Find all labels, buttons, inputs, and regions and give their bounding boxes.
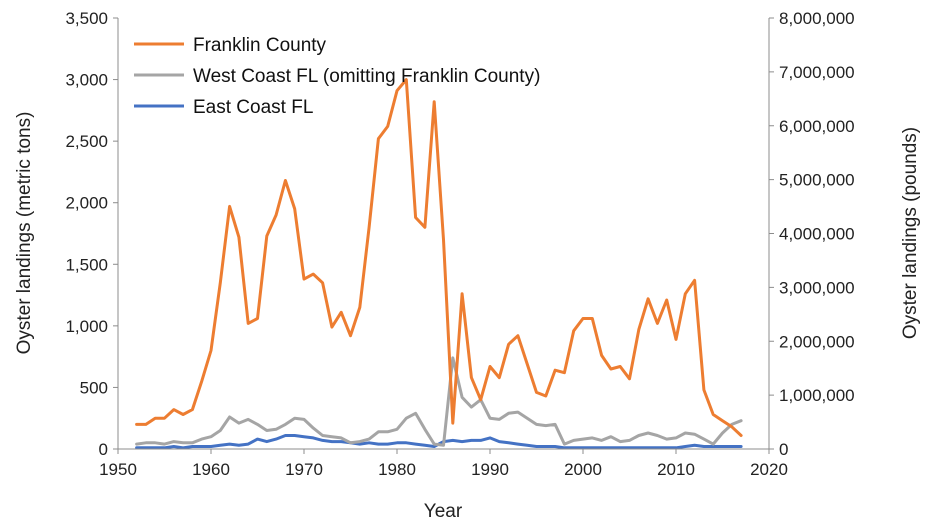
- legend-label-franklin-county: Franklin County: [193, 35, 327, 56]
- series-line-franklin-county: [135, 78, 743, 437]
- y-left-tick-label: 1,500: [65, 255, 108, 274]
- y-left-tick-label: 500: [80, 378, 108, 397]
- legend-label-west-coast-fl: West Coast FL (omitting Franklin County): [193, 66, 540, 87]
- x-tick-label: 1960: [192, 460, 230, 479]
- y-left-tick-label: 1,000: [65, 317, 108, 336]
- y-left-tick-label: 3,000: [65, 71, 108, 90]
- x-ticks: 1950 1960 1970 1980 1990 2000 2010 2020: [99, 449, 788, 479]
- y-right-tick-label: 0: [779, 440, 788, 459]
- legend: Franklin County West Coast FL (omitting …: [134, 35, 540, 118]
- series-layer: [135, 78, 743, 450]
- x-tick-label: 2010: [657, 460, 695, 479]
- legend-item-franklin-county: Franklin County: [134, 35, 327, 56]
- x-tick-label: 1980: [378, 460, 416, 479]
- y-right-tick-label: 2,000,000: [779, 332, 855, 351]
- y-right-tick-label: 4,000,000: [779, 225, 855, 244]
- y-left-tick-label: 0: [99, 440, 108, 459]
- y-right-axis-title: Oyster landings (pounds): [900, 127, 921, 339]
- y-right-tick-label: 6,000,000: [779, 117, 855, 136]
- y-left-axis-title: Oyster landings (metric tons): [14, 112, 35, 355]
- x-tick-label: 1990: [471, 460, 509, 479]
- legend-label-east-coast-fl: East Coast FL: [193, 97, 313, 118]
- y-right-tick-label: 7,000,000: [779, 63, 855, 82]
- series-line-west-coast-fl-omitting-franklin-county: [135, 356, 743, 447]
- y-left-tick-label: 2,000: [65, 194, 108, 213]
- legend-item-east-coast-fl: East Coast FL: [134, 97, 313, 118]
- y-right-ticks: 0 1,000,000 2,000,000 3,000,000 4,000,000 5,0…: [769, 9, 855, 459]
- x-axis-title: Year: [424, 501, 463, 522]
- y-left-ticks: 0 500 1,000 1,500 2,000 2,500 3,000 3,500: [65, 9, 118, 459]
- x-tick-label: 2020: [750, 460, 788, 479]
- x-tick-label: 1950: [99, 460, 137, 479]
- y-right-tick-label: 8,000,000: [779, 9, 855, 28]
- x-tick-label: 2000: [564, 460, 602, 479]
- y-right-tick-label: 3,000,000: [779, 278, 855, 297]
- y-right-tick-label: 5,000,000: [779, 171, 855, 190]
- y-right-tick-label: 1,000,000: [779, 386, 855, 405]
- legend-item-west-coast-fl: West Coast FL (omitting Franklin County): [134, 66, 540, 87]
- x-tick-label: 1970: [285, 460, 323, 479]
- y-left-tick-label: 3,500: [65, 9, 108, 28]
- y-left-tick-label: 2,500: [65, 132, 108, 151]
